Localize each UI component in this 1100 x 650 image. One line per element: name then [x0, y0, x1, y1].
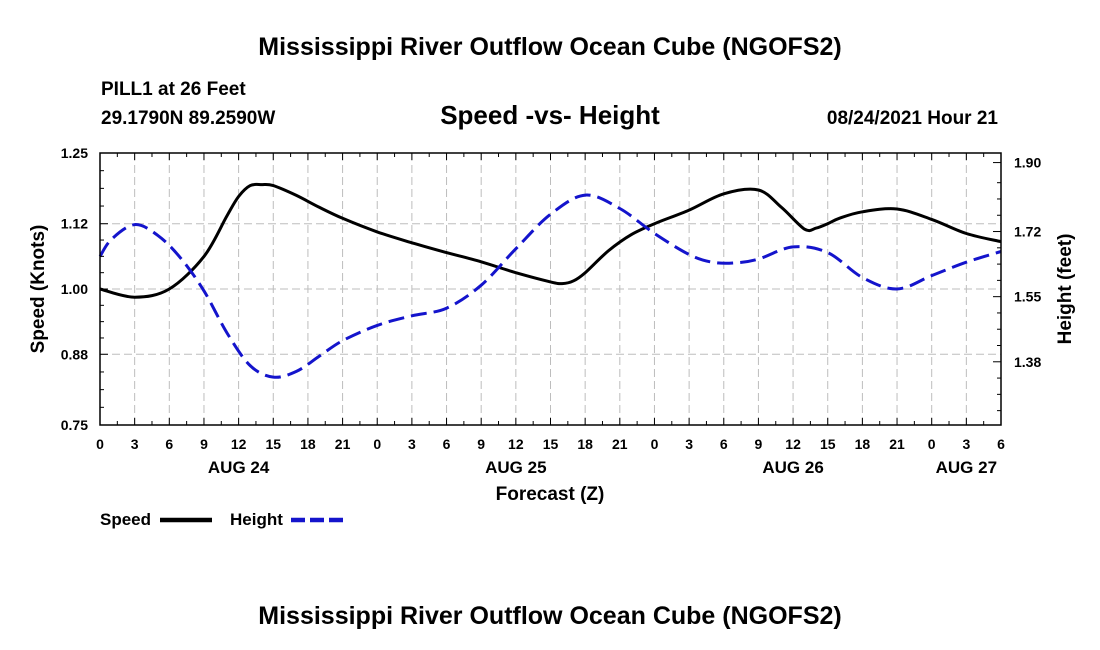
x-tick-label: 21 — [889, 436, 905, 452]
chart-title: Mississippi River Outflow Ocean Cube (NG… — [258, 33, 841, 61]
x-tick-label: 9 — [477, 436, 485, 452]
x-tick-label: 18 — [855, 436, 871, 452]
grid-lines — [100, 153, 1001, 425]
x-tick-label: 0 — [373, 436, 381, 452]
y-right-tick-label: 1.55 — [1014, 289, 1041, 305]
x-tick-label: 0 — [651, 436, 659, 452]
x-tick-label: 15 — [820, 436, 836, 452]
x-tick-label: 3 — [685, 436, 693, 452]
x-tick-label: 9 — [200, 436, 208, 452]
y-right-tick-label: 1.90 — [1014, 155, 1041, 171]
x-tick-label: 12 — [508, 436, 524, 452]
y-left-tick-label: 0.75 — [61, 417, 88, 433]
x-tick-label: 6 — [165, 436, 173, 452]
y-right-tick-label: 1.38 — [1014, 354, 1041, 370]
x-tick-label: 12 — [231, 436, 247, 452]
series-line-speed — [99, 182, 1002, 299]
x-tick-label: 15 — [543, 436, 559, 452]
y-left-tick-label: 0.88 — [61, 346, 88, 362]
x-tick-label: 0 — [928, 436, 936, 452]
y-left-tick-label: 1.12 — [61, 216, 88, 232]
series-line-height — [98, 193, 1002, 379]
x-tick-label: 6 — [443, 436, 451, 452]
x-tick-label: 3 — [408, 436, 416, 452]
y-axis-left-label: Speed (Knots) — [28, 225, 49, 354]
x-tick-label: 21 — [612, 436, 628, 452]
x-axis-label: Forecast (Z) — [496, 484, 605, 505]
chart-subtitle: Speed -vs- Height — [440, 100, 660, 130]
legend: Speed Height — [100, 510, 343, 529]
x-tick-label: 3 — [131, 436, 139, 452]
series-lines — [98, 182, 1002, 379]
x-tick-label: 15 — [265, 436, 281, 452]
timestamp-label: 08/24/2021 Hour 21 — [827, 108, 999, 129]
station-label: PILL1 at 26 Feet — [101, 79, 246, 100]
day-label: AUG 26 — [762, 458, 823, 477]
x-tick-label: 18 — [577, 436, 593, 452]
x-tick-label: 6 — [720, 436, 728, 452]
footer-title: Mississippi River Outflow Ocean Cube (NG… — [258, 602, 841, 630]
x-tick-label: 6 — [997, 436, 1005, 452]
coordinates-label: 29.1790N 89.2590W — [101, 108, 275, 129]
x-tick-label: 18 — [300, 436, 316, 452]
day-label: AUG 27 — [936, 458, 997, 477]
x-tick-label: 9 — [755, 436, 763, 452]
legend-height-label: Height — [230, 510, 283, 529]
y-left-tick-label: 1.00 — [61, 281, 88, 297]
axis-ticks: 0 3 6 9 12 15 18 21 0 3 6 9 12 15 18 21 0 3 6 9 12 15 18 21 0 3 6A… — [61, 145, 1042, 477]
y-axis-right-label: Height (feet) — [1055, 234, 1076, 345]
y-left-tick-label: 1.25 — [61, 145, 88, 161]
legend-speed-label: Speed — [100, 510, 151, 529]
day-label: AUG 25 — [485, 458, 546, 477]
y-right-tick-label: 1.72 — [1014, 224, 1041, 240]
day-label: AUG 24 — [208, 458, 270, 477]
x-tick-label: 12 — [785, 436, 801, 452]
x-tick-label: 21 — [335, 436, 351, 452]
x-tick-label: 0 — [96, 436, 104, 452]
x-tick-label: 3 — [962, 436, 970, 452]
